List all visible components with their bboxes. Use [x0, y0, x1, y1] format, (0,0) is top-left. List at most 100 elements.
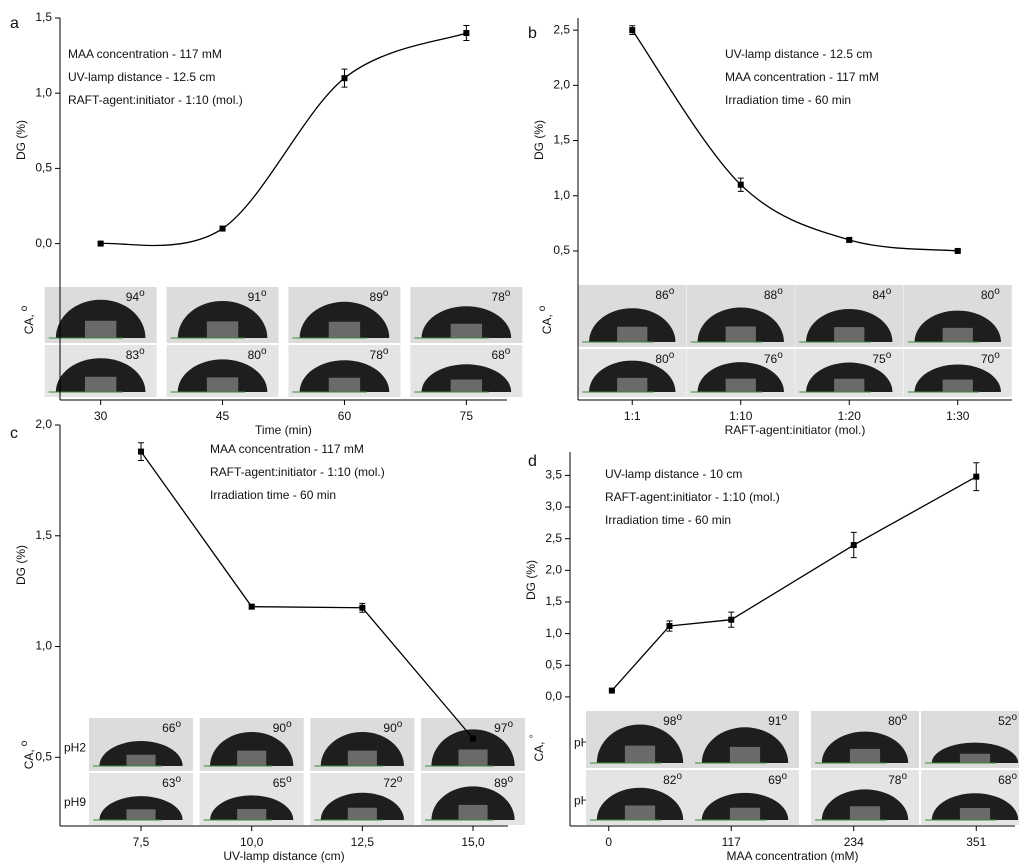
x-tick-label: 10,0	[240, 835, 264, 849]
droplet-core	[329, 378, 360, 392]
ca-unit: o	[261, 346, 267, 357]
ca-unit: o	[676, 771, 682, 782]
droplet-core	[207, 321, 238, 338]
ca-value-number: 80	[655, 352, 669, 366]
annotation: Irradiation time - 60 min	[725, 93, 851, 107]
ca-value-number: 78	[491, 290, 505, 304]
x-axis-label: UV-lamp distance (cm)	[223, 849, 344, 863]
annotation: MAA concentration - 117 mM	[725, 70, 879, 84]
droplet-core	[348, 808, 377, 820]
ca-value-number: 83	[126, 348, 140, 362]
ca-value-number: 86	[655, 288, 669, 302]
ca-axis-text: CA,	[532, 741, 546, 761]
data-point	[138, 449, 144, 455]
ca-axis-sup: °	[529, 734, 540, 738]
y-tick-label: 1,5	[35, 528, 52, 542]
y-axis-label: DG (%)	[524, 560, 538, 600]
droplet-core	[943, 380, 973, 392]
droplet-core	[943, 328, 973, 342]
x-axis-label: MAA concentration (mM)	[726, 849, 858, 863]
y-tick-label: 2,5	[545, 531, 562, 545]
data-line	[101, 33, 467, 245]
annotation: UV-lamp distance - 12.5 cm	[68, 70, 215, 84]
ca-value-number: 90	[273, 721, 287, 735]
ca-value-number: 84	[872, 288, 886, 302]
ca-unit: o	[777, 286, 783, 297]
droplet-core	[625, 806, 655, 820]
ca-axis-label: CA,o	[19, 305, 37, 334]
droplet-core	[617, 327, 647, 342]
ca-value-number: 88	[764, 288, 778, 302]
ca-axis-text: CA,	[540, 314, 554, 334]
data-point	[629, 27, 635, 33]
annotation: UV-lamp distance - 12.5 cm	[725, 47, 872, 61]
x-tick-label: 30	[94, 409, 108, 423]
data-point	[220, 226, 226, 232]
x-tick-label: 7,5	[133, 835, 150, 849]
ph-label: pH2	[64, 741, 86, 755]
ph-label: pH9	[64, 795, 86, 809]
annotation: RAFT-agent:initiator - 1:10 (mol.)	[210, 465, 385, 479]
data-point	[359, 605, 365, 611]
y-tick-label: 1,0	[553, 188, 570, 202]
data-point	[609, 688, 615, 694]
droplet-core	[85, 377, 116, 392]
droplet-core	[451, 324, 482, 338]
ca-axis-text: CA,	[22, 749, 36, 769]
panel-letter: b	[528, 25, 537, 42]
panel-letter: a	[10, 15, 19, 32]
ca-unit: o	[397, 774, 403, 785]
ca-unit: o	[286, 719, 292, 730]
ca-value-number: 72	[383, 776, 397, 790]
x-tick-label: 15,0	[461, 835, 485, 849]
annotation: RAFT-agent:initiator - 1:10 (mol.)	[605, 490, 780, 504]
ca-unit: o	[383, 346, 389, 357]
ca-value-number: 89	[494, 776, 508, 790]
ca-value-number: 78	[370, 348, 384, 362]
droplet-core	[730, 808, 760, 820]
ca-value-number: 69	[768, 773, 782, 787]
droplet-core	[458, 805, 487, 820]
ca-axis-text: CA,	[22, 314, 36, 334]
x-axis-label: RAFT-agent:initiator (mol.)	[725, 423, 866, 437]
ca-axis-label: CA, °	[529, 734, 547, 761]
annotation: Irradiation time - 60 min	[210, 488, 336, 502]
ca-value-number: 70	[981, 352, 995, 366]
droplet-core	[617, 378, 647, 392]
ca-value-number: 78	[888, 773, 902, 787]
panel-letter: c	[10, 425, 18, 442]
y-tick-label: 1,0	[35, 85, 52, 99]
ca-value-number: 66	[162, 721, 176, 735]
ca-value-number: 82	[663, 773, 677, 787]
ca-unit: o	[901, 771, 907, 782]
x-tick-label: 45	[216, 409, 230, 423]
ca-value-number: 94	[126, 290, 140, 304]
droplet-core	[726, 326, 756, 342]
data-point	[470, 735, 476, 741]
droplet-core	[237, 751, 266, 766]
ca-unit: o	[1011, 712, 1017, 723]
x-tick-label: 1:20	[838, 409, 862, 423]
ca-value-number: 65	[273, 776, 287, 790]
droplet-core	[458, 749, 487, 766]
droplet-core	[834, 379, 864, 392]
x-axis-label: Time (min)	[255, 423, 312, 437]
ca-unit: o	[505, 288, 511, 299]
y-tick-label: 1,0	[35, 639, 52, 653]
ca-value-number: 75	[872, 352, 886, 366]
ca-unit: o	[175, 719, 181, 730]
data-point	[463, 30, 469, 36]
ca-unit: o	[383, 288, 389, 299]
ca-unit: o	[261, 288, 267, 299]
y-tick-label: 0,5	[35, 161, 52, 175]
ca-value-number: 76	[764, 352, 778, 366]
y-axis-label: DG (%)	[14, 545, 28, 585]
ca-unit: o	[139, 346, 145, 357]
annotation: MAA concentration - 117 mM	[68, 47, 222, 61]
droplet-core	[237, 809, 266, 820]
ca-axis-label: CA,o	[19, 740, 37, 769]
annotation: UV-lamp distance - 10 cm	[605, 467, 742, 481]
ca-unit: o	[781, 712, 787, 723]
data-point	[846, 237, 852, 243]
annotation: MAA concentration - 117 mM	[210, 442, 364, 456]
